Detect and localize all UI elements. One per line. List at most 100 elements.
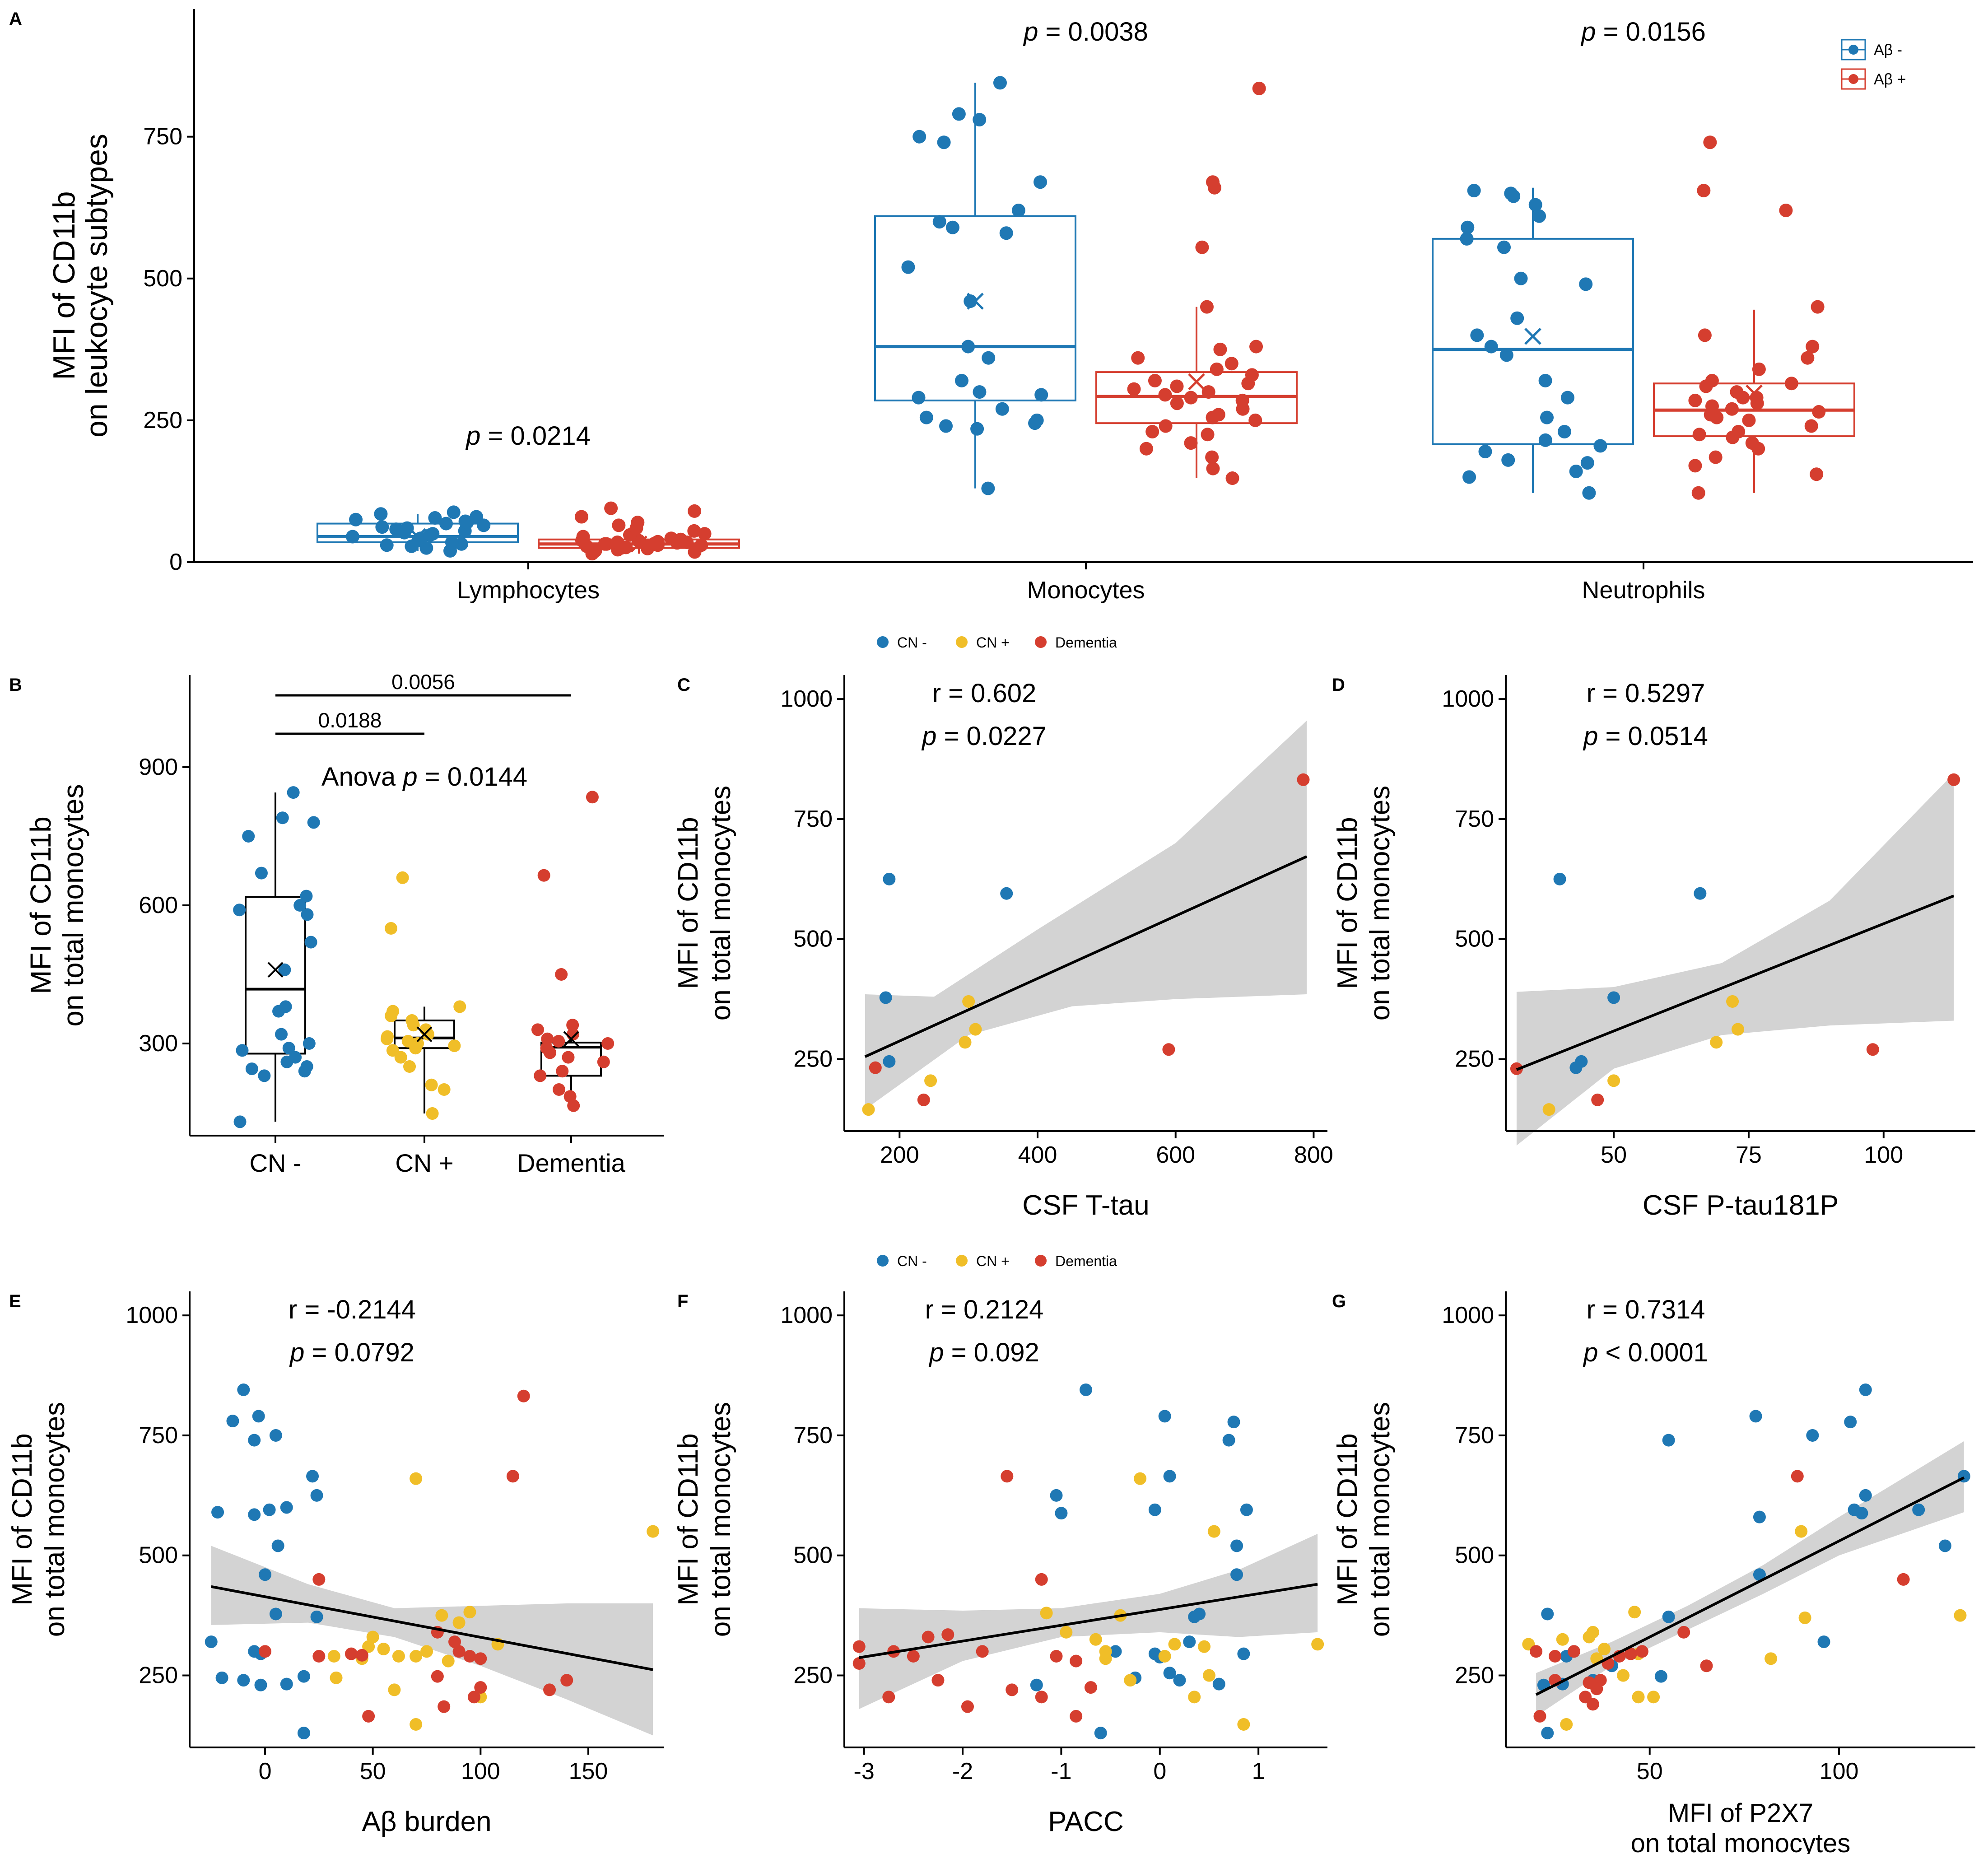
- y-tick-label: 1000: [1442, 686, 1494, 712]
- mean-marker: [1746, 384, 1763, 402]
- data-point: [259, 1645, 272, 1658]
- data-point: [375, 520, 389, 534]
- data-point: [1470, 328, 1484, 342]
- data-point: [1801, 351, 1815, 365]
- data-point: [852, 1640, 866, 1653]
- data-point: [1750, 391, 1764, 405]
- data-point: [901, 260, 915, 274]
- data-point: [961, 1700, 974, 1713]
- data-point: [1207, 1525, 1220, 1538]
- panel-e: 250 500 750 1000 0 50 100 150 MFI of CD11b on tot…: [7, 1291, 664, 1837]
- data-point: [236, 1044, 249, 1057]
- mean-marker: [267, 962, 284, 978]
- data-point: [1662, 1610, 1675, 1623]
- data-point: [385, 922, 398, 935]
- data-point: [1134, 1472, 1147, 1485]
- data-point: [282, 1042, 295, 1055]
- data-point: [252, 1410, 265, 1423]
- data-point: [1567, 1645, 1580, 1658]
- y-tick-label: 500: [143, 266, 182, 292]
- data-point: [1163, 1667, 1176, 1680]
- panel-label-b: B: [9, 675, 22, 695]
- data-point: [1050, 1650, 1063, 1663]
- data-point: [931, 1674, 945, 1687]
- data-point: [932, 215, 946, 229]
- data-point: [959, 1036, 972, 1049]
- data-point: [973, 113, 987, 126]
- data-point: [401, 1034, 414, 1048]
- data-point: [1632, 1691, 1645, 1704]
- legend-key-dot: [1848, 74, 1858, 84]
- data-point: [1540, 410, 1554, 424]
- p-value-label: p = 0.0156: [1580, 17, 1706, 47]
- data-point: [310, 1610, 323, 1623]
- data-point: [574, 510, 588, 524]
- data-point: [453, 1000, 466, 1013]
- data-point: [386, 1044, 399, 1057]
- data-point: [952, 107, 966, 121]
- data-point: [1817, 1635, 1830, 1649]
- p-value-label: p = 0.0214: [465, 421, 591, 451]
- data-point: [245, 1062, 258, 1076]
- data-point: [1188, 1610, 1201, 1623]
- data-point: [586, 791, 599, 804]
- data-point: [1201, 385, 1215, 399]
- data-point: [1163, 1470, 1176, 1483]
- regression-line: [859, 1583, 1318, 1659]
- data-point: [1202, 1669, 1215, 1682]
- data-point: [1198, 1640, 1211, 1653]
- data-point: [1753, 1510, 1766, 1523]
- data-point: [597, 1055, 610, 1068]
- data-point: [907, 1650, 920, 1663]
- data-point: [448, 1635, 461, 1649]
- regression-line: [864, 855, 1308, 1058]
- y-axis-label-line1: MFI of CD11b: [673, 817, 704, 989]
- data-point: [1139, 442, 1153, 456]
- data-point: [431, 1670, 444, 1683]
- data-point: [600, 537, 614, 551]
- data-point: [1583, 1630, 1596, 1644]
- data-point: [1692, 428, 1706, 442]
- data-point: [1586, 1698, 1599, 1711]
- y-axis-label-line1: MFI of CD11b: [24, 816, 57, 994]
- data-point: [1607, 991, 1620, 1004]
- data-point: [411, 1037, 424, 1050]
- y-tick-label: 750: [793, 1422, 833, 1449]
- data-point: [543, 1683, 556, 1696]
- data-point: [289, 1051, 302, 1064]
- data-point: [1235, 393, 1249, 407]
- data-point: [1484, 340, 1498, 354]
- data-point: [381, 1030, 394, 1043]
- legend-groups-top: CN - CN + Dementia: [877, 634, 1117, 651]
- data-point: [1510, 311, 1524, 325]
- x-category-label: CN -: [249, 1149, 301, 1177]
- x-tick-label: -2: [952, 1758, 973, 1784]
- legend-key-dot: [956, 636, 968, 648]
- data-point: [1569, 1061, 1583, 1074]
- data-point: [982, 351, 996, 365]
- data-point: [1938, 1539, 1951, 1552]
- data-point: [1034, 175, 1048, 189]
- data-point: [555, 968, 568, 981]
- data-point: [287, 786, 300, 799]
- y-tick-label: 1000: [780, 686, 833, 712]
- x-tick-label: 800: [1294, 1142, 1333, 1168]
- data-point: [999, 226, 1013, 240]
- data-point: [301, 908, 314, 921]
- data-point: [280, 1501, 293, 1514]
- data-point: [374, 507, 388, 521]
- data-point: [1461, 220, 1475, 234]
- x-tick-label: 50: [1637, 1758, 1663, 1784]
- data-point: [474, 1652, 487, 1665]
- confidence-ribbon: [1516, 773, 1954, 1146]
- data-point: [452, 1616, 466, 1629]
- mean-marker: [563, 1031, 579, 1047]
- x-tick-label: 0: [1153, 1758, 1166, 1784]
- data-point: [1131, 351, 1145, 365]
- data-point: [1628, 1606, 1641, 1619]
- data-point: [688, 504, 702, 518]
- data-point: [961, 340, 975, 354]
- data-point: [388, 1683, 401, 1696]
- panel-label-g: G: [1332, 1291, 1346, 1311]
